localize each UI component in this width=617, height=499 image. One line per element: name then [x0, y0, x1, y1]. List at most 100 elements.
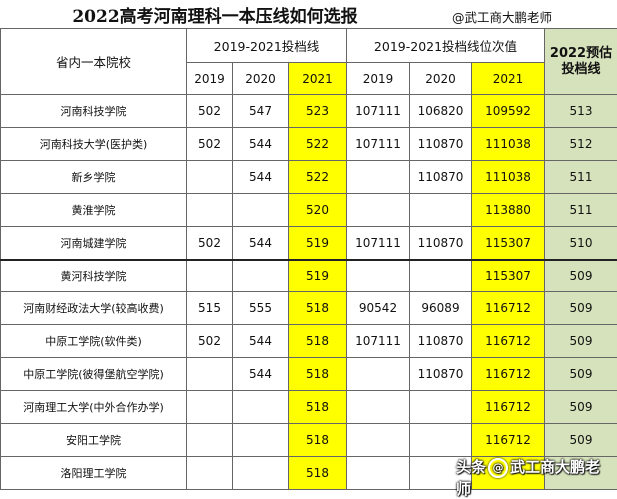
- score-year-2020-header: 2020: [233, 63, 289, 95]
- at-icon: @: [488, 458, 508, 478]
- school-name-cell: 中原工学院(软件类): [1, 325, 187, 358]
- score-2019-cell: 515: [187, 292, 233, 325]
- title-bar: 2022高考河南理科一本压线如何选报 @武工商大鹏老师: [0, 0, 617, 29]
- estimate-cell: 509: [545, 424, 617, 457]
- rank-2019-cell: [347, 424, 410, 457]
- rank-2019-cell: 107111: [347, 227, 410, 260]
- rank-2020-cell: [410, 260, 472, 292]
- school-name-cell: 黄淮学院: [1, 194, 187, 227]
- rank-2021-cell: 116712: [472, 424, 545, 457]
- score-2020-cell: 555: [233, 292, 289, 325]
- score-2019-cell: 502: [187, 128, 233, 161]
- school-name-cell: 新乡学院: [1, 161, 187, 194]
- school-name-cell: 洛阳理工学院: [1, 457, 187, 490]
- rank-2019-cell: [347, 457, 410, 490]
- rank-2020-cell: [410, 424, 472, 457]
- score-2021-cell: 522: [289, 161, 347, 194]
- rank-2020-cell: 106820: [410, 95, 472, 128]
- watermark-prefix: 头条: [456, 458, 486, 476]
- rank-2020-cell: 96089: [410, 292, 472, 325]
- score-2019-cell: 502: [187, 325, 233, 358]
- estimate-cell: 509: [545, 391, 617, 424]
- score-2020-cell: 544: [233, 128, 289, 161]
- score-2019-cell: 502: [187, 95, 233, 128]
- score-2021-cell: 519: [289, 227, 347, 260]
- score-2020-cell: [233, 194, 289, 227]
- score-2021-cell: 518: [289, 358, 347, 391]
- admission-score-table: 省内一本院校 2019-2021投档线 2019-2021投档线位次值 2022…: [0, 28, 617, 490]
- rank-2019-cell: 107111: [347, 128, 410, 161]
- author-handle: @武工商大鹏老师: [452, 7, 552, 26]
- score-2021-cell: 518: [289, 457, 347, 490]
- score-2020-cell: 544: [233, 227, 289, 260]
- score-2021-cell: 518: [289, 325, 347, 358]
- rank-2019-cell: [347, 161, 410, 194]
- watermark: 头条@武工商大鹏老师: [456, 456, 611, 478]
- score-year-2019-header: 2019: [187, 63, 233, 95]
- rank-2020-cell: 110870: [410, 161, 472, 194]
- score-2021-cell: 520: [289, 194, 347, 227]
- school-name-cell: 河南科技学院: [1, 95, 187, 128]
- rank-2020-cell: [410, 194, 472, 227]
- score-2021-cell: 523: [289, 95, 347, 128]
- header-row-groups: 省内一本院校 2019-2021投档线 2019-2021投档线位次值 2022…: [1, 29, 617, 63]
- school-column-header: 省内一本院校: [1, 29, 187, 95]
- estimate-cell: 509: [545, 260, 617, 292]
- score-2020-cell: [233, 424, 289, 457]
- estimate-cell: 512: [545, 128, 617, 161]
- school-name-cell: 河南科技大学(医护类): [1, 128, 187, 161]
- score-2020-cell: 544: [233, 325, 289, 358]
- rank-2019-cell: 90542: [347, 292, 410, 325]
- rank-2020-cell: 110870: [410, 227, 472, 260]
- school-name-cell: 河南理工大学(中外合作办学): [1, 391, 187, 424]
- score-2019-cell: [187, 358, 233, 391]
- rank-2019-cell: [347, 260, 410, 292]
- estimate-cell: 511: [545, 161, 617, 194]
- score-2020-cell: [233, 260, 289, 292]
- score-2019-cell: [187, 391, 233, 424]
- rank-2021-cell: 116712: [472, 325, 545, 358]
- rank-2021-cell: 111038: [472, 161, 545, 194]
- rank-2021-cell: 116712: [472, 391, 545, 424]
- score-2021-cell: 518: [289, 292, 347, 325]
- rank-2019-cell: 107111: [347, 325, 410, 358]
- spreadsheet-image: 2022高考河南理科一本压线如何选报 @武工商大鹏老师 省内一本院校 2019-…: [0, 0, 617, 489]
- score-2021-cell: 522: [289, 128, 347, 161]
- rank-2020-cell: 110870: [410, 358, 472, 391]
- estimate-cell: 513: [545, 95, 617, 128]
- rank-2021-cell: 116712: [472, 358, 545, 391]
- school-name-cell: 河南城建学院: [1, 227, 187, 260]
- school-name-cell: 河南财经政法大学(较高收费): [1, 292, 187, 325]
- score-2020-cell: 544: [233, 161, 289, 194]
- rank-2020-cell: [410, 391, 472, 424]
- school-name-cell: 黄河科技学院: [1, 260, 187, 292]
- score-2019-cell: 502: [187, 227, 233, 260]
- estimate-cell: 511: [545, 194, 617, 227]
- rank-2019-cell: 107111: [347, 95, 410, 128]
- score-2019-cell: [187, 194, 233, 227]
- score-2020-cell: 547: [233, 95, 289, 128]
- score-2019-cell: [187, 260, 233, 292]
- school-name-cell: 安阳工学院: [1, 424, 187, 457]
- estimate-cell: 509: [545, 358, 617, 391]
- rank-2021-cell: 109592: [472, 95, 545, 128]
- rank-2021-cell: 115307: [472, 260, 545, 292]
- rank-2021-cell: 111038: [472, 128, 545, 161]
- rank-2019-cell: [347, 194, 410, 227]
- score-2019-cell: [187, 424, 233, 457]
- rank-group-header: 2019-2021投档线位次值: [347, 29, 545, 63]
- rank-year-2019-header: 2019: [347, 63, 410, 95]
- score-2020-cell: [233, 391, 289, 424]
- score-2020-cell: 544: [233, 358, 289, 391]
- rank-2019-cell: [347, 391, 410, 424]
